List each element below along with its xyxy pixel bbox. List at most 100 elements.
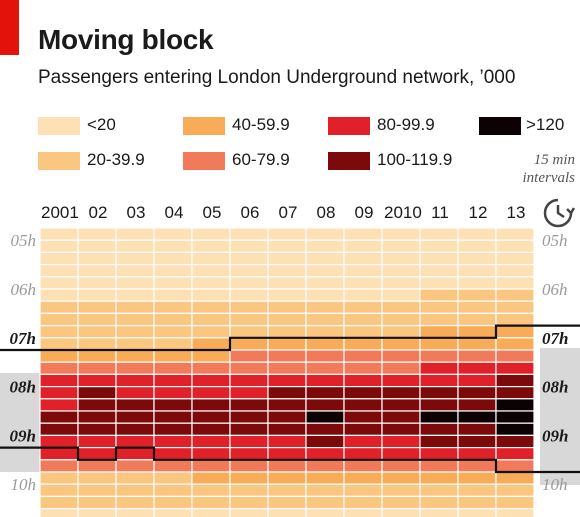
- heatmap-cell: [457, 434, 497, 449]
- heatmap-cell: [343, 349, 383, 363]
- y-tick-label-left: 05h: [11, 231, 37, 250]
- heatmap-cell: [457, 459, 497, 473]
- heatmap-cell: [153, 228, 193, 241]
- heatmap-cell: [39, 276, 79, 290]
- heatmap-cell: [381, 239, 421, 253]
- heatmap-cell: [305, 447, 345, 461]
- heatmap-cell: [419, 508, 459, 517]
- heatmap-cell: [39, 324, 79, 339]
- heatmap-cell: [381, 349, 421, 363]
- heatmap-cell: [153, 508, 193, 517]
- interval-note: 15 min intervals: [487, 151, 576, 187]
- heatmap-cell: [39, 508, 79, 517]
- heatmap-cell: [267, 398, 307, 412]
- heatmap-cell: [495, 483, 535, 498]
- heatmap-cell: [77, 398, 117, 412]
- heatmap-cell: [495, 495, 535, 510]
- heatmap-cell: [381, 361, 421, 375]
- heatmap-cell: [305, 349, 345, 363]
- heatmap-cell: [343, 300, 383, 314]
- heatmap-cell: [495, 471, 535, 485]
- brand-tag: [0, 0, 19, 55]
- heatmap-cell: [343, 337, 383, 351]
- heatmap-cell: [381, 410, 421, 424]
- heatmap-cell: [39, 239, 79, 253]
- y-tick-label-right: 09h: [542, 426, 568, 445]
- heatmap-cell: [457, 483, 497, 498]
- heatmap-cell: [77, 263, 117, 278]
- heatmap-cell: [495, 324, 535, 339]
- heatmap-cell: [229, 471, 269, 485]
- heatmap-cell: [115, 361, 155, 375]
- heatmap-cell: [153, 324, 193, 339]
- heatmap-cell: [39, 312, 79, 327]
- y-tick-label-right: 10h: [542, 475, 568, 494]
- heatmap-cell: [267, 239, 307, 253]
- heatmap-cell: [381, 386, 421, 400]
- y-tick-label-left: 07h: [10, 329, 36, 348]
- heatmap-cell: [115, 263, 155, 278]
- heatmap-cell: [153, 495, 193, 510]
- heatmap-cell: [457, 288, 497, 302]
- heatmap-cell: [267, 300, 307, 314]
- heatmap-cell: [381, 251, 421, 266]
- heatmap-cell: [153, 300, 193, 314]
- heatmap-cell: [381, 263, 421, 278]
- heatmap-cell: [305, 251, 345, 266]
- heatmap-cell: [457, 447, 497, 461]
- x-tick-label: 12: [468, 203, 488, 222]
- legend-swatch-gt120: [479, 117, 521, 135]
- y-tick-label-left: 09h: [10, 426, 36, 445]
- heatmap-cell: [115, 312, 155, 327]
- heatmap-cell: [495, 434, 535, 449]
- heatmap-cell: [495, 447, 535, 461]
- heatmap-cell: [229, 251, 269, 266]
- heatmap-cell: [229, 239, 269, 253]
- heatmap-cell: [115, 251, 155, 266]
- legend-label-40-59: 40-59.9: [232, 115, 290, 134]
- heatmap-cell: [267, 373, 307, 388]
- heatmap-cell: [77, 300, 117, 314]
- heatmap-cell: [229, 483, 269, 498]
- heatmap-cell: [305, 508, 345, 517]
- heatmap-cell: [77, 508, 117, 517]
- heatmap-cell: [115, 447, 155, 461]
- heatmap-cell: [343, 398, 383, 412]
- heatmap-cell: [305, 398, 345, 412]
- heatmap-cell: [381, 434, 421, 449]
- heatmap-cell: [267, 312, 307, 327]
- heatmap-cell: [229, 398, 269, 412]
- heatmap-cell: [153, 447, 193, 461]
- heatmap-cell: [191, 263, 231, 278]
- heatmap-cell: [419, 434, 459, 449]
- heatmap-cell: [343, 422, 383, 436]
- heatmap-cell: [381, 324, 421, 339]
- heatmap-cell: [457, 398, 497, 412]
- heatmap-cell: [115, 300, 155, 314]
- heatmap-cell: [229, 495, 269, 510]
- heatmap-cell: [343, 263, 383, 278]
- heatmap-cell: [191, 386, 231, 400]
- heatmap-cell: [343, 386, 383, 400]
- heatmap-cell: [305, 228, 345, 241]
- peak-band-end-line: [0, 446, 580, 474]
- heatmap-cell: [381, 447, 421, 461]
- heatmap-cell: [305, 483, 345, 498]
- heatmap-cell: [495, 422, 535, 436]
- heatmap-cell: [419, 349, 459, 363]
- interval-note-line2: intervals: [522, 170, 576, 186]
- heatmap-cell: [39, 349, 79, 363]
- heatmap-cell: [381, 459, 421, 473]
- heatmap-cell: [343, 312, 383, 327]
- heatmap-cell: [305, 386, 345, 400]
- heatmap-cell: [381, 337, 421, 351]
- heatmap-cell: [419, 288, 459, 302]
- heatmap-cell: [343, 434, 383, 449]
- heatmap-cell: [343, 373, 383, 388]
- heatmap-cell: [115, 422, 155, 436]
- heatmap-cell: [229, 276, 269, 290]
- heatmap-cell: [381, 373, 421, 388]
- heatmap-cell: [77, 324, 117, 339]
- legend-swatch-60-79: [183, 152, 225, 170]
- x-tick-label: 2010: [384, 203, 422, 222]
